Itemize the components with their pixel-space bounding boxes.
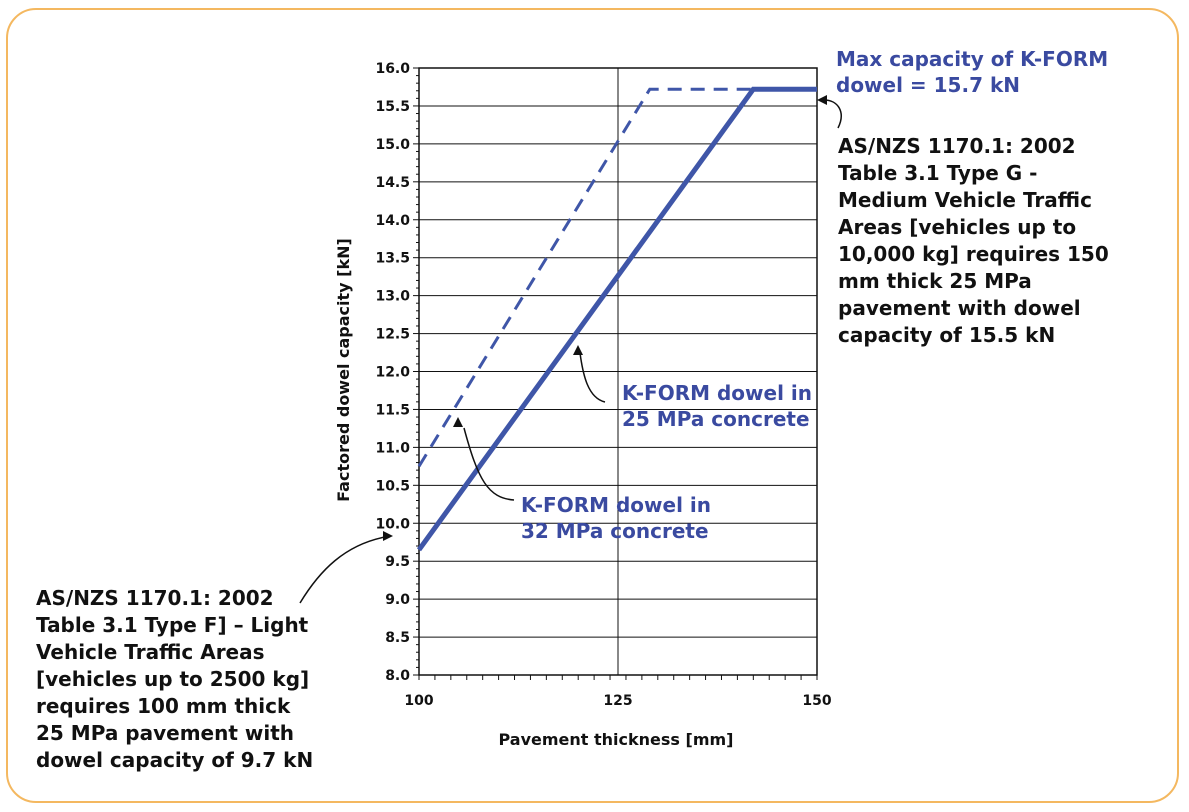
x-tick-label: 150 bbox=[802, 693, 831, 709]
label-25mpa-arrow-head bbox=[573, 345, 583, 355]
y-tick-label: 9.5 bbox=[385, 554, 410, 570]
y-tick-label: 12.0 bbox=[375, 365, 410, 381]
axis-ticks: 8.0 8.5 9.0 9.5 10.0 10.5 11.0 11.5 12.0 12.5 13.0… bbox=[375, 61, 831, 709]
chart-frame bbox=[6, 8, 1179, 803]
series-lines bbox=[416, 86, 817, 552]
x-axis-label: Pavement thickness [mm] bbox=[499, 730, 734, 749]
grid bbox=[418, 67, 818, 676]
y-tick-label: 14.5 bbox=[375, 175, 410, 191]
type-f-annotation: AS/NZS 1170.1: 2002 Table 3.1 Type F] – … bbox=[36, 586, 314, 772]
y-tick-label: 10.0 bbox=[375, 516, 410, 532]
x-tick-label: 100 bbox=[404, 693, 433, 709]
max-capacity-arrow bbox=[823, 99, 842, 129]
max-capacity-annotation: Max capacity of K-FORM dowel = 15.7 kN bbox=[836, 47, 1109, 97]
y-tick-label: 8.5 bbox=[385, 630, 410, 646]
label-25mpa-arrow bbox=[579, 352, 606, 403]
label-32mpa-arrow-head bbox=[453, 417, 463, 427]
series-line-25mpa bbox=[416, 86, 817, 552]
series-label-25mpa: K-FORM dowel in 25 MPa concrete bbox=[622, 381, 812, 431]
label-32mpa-arrow bbox=[463, 427, 515, 501]
y-tick-label: 8.0 bbox=[385, 668, 410, 684]
y-tick-label: 13.0 bbox=[375, 289, 410, 305]
y-tick-label: 15.0 bbox=[375, 137, 410, 153]
y-tick-label: 11.0 bbox=[375, 440, 410, 456]
series-line-32mpa bbox=[417, 87, 754, 468]
type-f-arrow bbox=[299, 536, 386, 604]
series-label-32mpa: K-FORM dowel in 32 MPa concrete bbox=[521, 493, 711, 543]
y-tick-label: 10.5 bbox=[375, 478, 410, 494]
y-tick-label: 9.0 bbox=[385, 592, 410, 608]
y-axis-label: Factored dowel capacity [kN] bbox=[334, 238, 353, 502]
y-tick-label: 15.5 bbox=[375, 99, 410, 115]
y-tick-label: 16.0 bbox=[375, 61, 410, 77]
y-tick-label: 12.5 bbox=[375, 327, 410, 343]
max-capacity-arrow-head bbox=[817, 95, 827, 105]
y-tick-label: 13.5 bbox=[375, 251, 410, 267]
x-tick-label: 125 bbox=[603, 693, 632, 709]
annotation-arrows bbox=[299, 95, 842, 604]
y-tick-label: 14.0 bbox=[375, 213, 410, 229]
type-f-arrow-head bbox=[383, 531, 393, 541]
type-g-annotation: AS/NZS 1170.1: 2002 Table 3.1 Type G - M… bbox=[838, 134, 1109, 347]
y-tick-label: 11.5 bbox=[375, 402, 410, 418]
